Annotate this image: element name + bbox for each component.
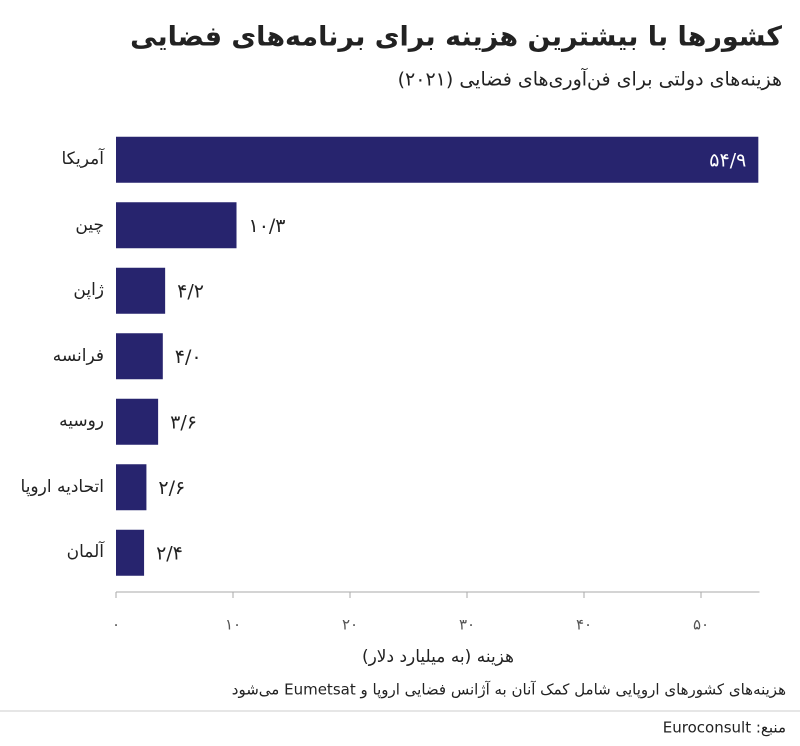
category-label: اتحادیه اروپا bbox=[20, 476, 104, 497]
value-label: ۴/۲ bbox=[177, 280, 204, 302]
bar bbox=[116, 136, 759, 183]
category-label: چین bbox=[75, 214, 104, 235]
category-label: ژاپن bbox=[73, 280, 104, 301]
bar bbox=[116, 529, 145, 576]
value-label: ۵۴/۹ bbox=[709, 149, 746, 171]
x-tick-label: ۳۰ bbox=[459, 616, 475, 634]
source: منبع: Euroconsult bbox=[663, 719, 786, 737]
category-label: آلمان bbox=[66, 542, 104, 563]
bar bbox=[116, 333, 163, 380]
x-tick-label: ۰ bbox=[112, 616, 120, 634]
chart-title: کشورها با بیشترین هزینه برای برنامه‌های … bbox=[130, 22, 782, 53]
bar bbox=[116, 464, 147, 511]
value-label: ۱۰/۳ bbox=[249, 215, 286, 237]
category-label: روسیه bbox=[59, 411, 104, 432]
bar bbox=[116, 267, 166, 314]
category-label: فرانسه bbox=[52, 345, 104, 366]
x-axis-label: هزینه (به میلیارد دلار) bbox=[362, 647, 514, 667]
value-label: ۲/۶ bbox=[158, 477, 185, 499]
x-tick-label: ۵۰ bbox=[693, 616, 709, 634]
bar bbox=[116, 398, 159, 445]
value-label: ۲/۴ bbox=[156, 542, 183, 564]
bar bbox=[116, 202, 237, 249]
note: هزینه‌های کشورهای اروپایی شامل کمک آنان … bbox=[232, 681, 786, 700]
chart-subtitle: هزینه‌های دولتی برای فن‌آوری‌های فضایی (… bbox=[398, 67, 782, 91]
x-tick-label: ۴۰ bbox=[576, 616, 592, 634]
value-label: ۳/۶ bbox=[170, 411, 197, 433]
x-tick-label: ۱۰ bbox=[225, 616, 241, 634]
category-label: آمریکا bbox=[61, 149, 104, 170]
value-label: ۴/۰ bbox=[175, 346, 202, 368]
x-tick-label: ۲۰ bbox=[342, 616, 358, 634]
